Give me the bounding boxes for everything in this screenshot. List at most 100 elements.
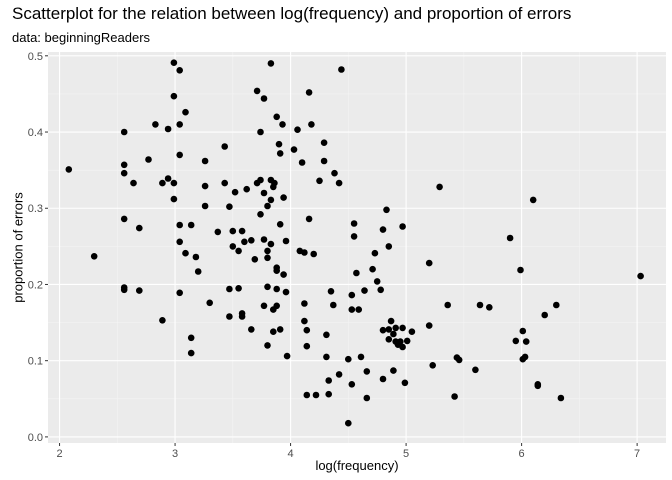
data-point — [130, 179, 137, 187]
data-point — [451, 393, 458, 400]
x-tick-label: 4 — [288, 448, 294, 460]
y-tick-label: 0.3 — [28, 203, 43, 215]
data-point — [176, 151, 183, 159]
data-point — [221, 179, 228, 187]
data-point — [517, 266, 524, 274]
data-point — [316, 177, 323, 185]
data-point — [486, 304, 493, 311]
data-point — [371, 249, 379, 257]
data-point — [267, 60, 275, 67]
data-point — [271, 179, 278, 187]
data-point — [521, 353, 529, 361]
data-point — [120, 161, 128, 169]
data-point — [120, 215, 128, 223]
data-point — [192, 253, 200, 261]
y-tick-label: 0.2 — [28, 279, 43, 291]
data-point — [301, 300, 308, 307]
data-point — [241, 238, 248, 246]
y-tick-label: 0.0 — [28, 432, 43, 444]
data-points — [65, 59, 644, 427]
x-tick-label: 2 — [56, 448, 62, 460]
data-point — [379, 226, 387, 233]
data-point — [235, 247, 242, 255]
data-point — [308, 121, 315, 128]
data-point — [273, 285, 281, 293]
data-point — [390, 330, 397, 338]
data-point — [280, 194, 287, 201]
data-point — [273, 267, 281, 275]
data-point — [512, 337, 520, 345]
data-point — [557, 394, 565, 402]
data-point — [264, 247, 271, 255]
data-point — [541, 311, 548, 319]
y-axis-label: proportion of errors — [11, 192, 26, 303]
data-point — [152, 121, 159, 128]
data-point — [170, 179, 178, 187]
data-point — [260, 95, 268, 102]
y-tick-label: 0.5 — [28, 51, 43, 63]
data-point — [170, 59, 178, 66]
data-point — [260, 189, 268, 197]
data-point — [373, 278, 381, 285]
data-point — [170, 195, 178, 203]
data-point — [327, 288, 335, 295]
data-point — [429, 362, 437, 369]
data-point — [182, 249, 189, 257]
chart-title: Scatterplot for the relation between log… — [12, 4, 572, 23]
data-point — [283, 352, 291, 360]
x-tick-label: 6 — [519, 448, 525, 460]
data-point — [90, 252, 98, 260]
y-axis-ticks: 0.0 0.1 0.2 0.3 0.4 0.5 — [28, 51, 48, 444]
data-point — [403, 337, 411, 345]
data-point — [335, 179, 343, 187]
data-point — [425, 259, 433, 267]
data-point — [229, 243, 237, 250]
data-point — [320, 157, 328, 165]
data-point — [164, 125, 172, 133]
data-point — [276, 326, 284, 333]
data-point — [176, 221, 183, 229]
data-point — [65, 166, 73, 173]
data-point — [164, 175, 172, 182]
data-point — [401, 379, 409, 387]
y-tick-label: 0.4 — [28, 127, 43, 139]
data-point — [338, 66, 345, 73]
data-point — [267, 240, 275, 248]
data-point — [290, 146, 298, 153]
data-point — [310, 250, 318, 258]
data-point — [303, 391, 311, 399]
data-point — [506, 234, 514, 242]
data-point — [264, 342, 271, 349]
data-point — [377, 286, 385, 294]
data-point — [238, 313, 246, 320]
data-point — [323, 331, 330, 339]
data-point — [455, 356, 463, 364]
data-point — [282, 237, 290, 245]
chart-subtitle: data: beginningReaders — [12, 30, 151, 45]
data-point — [301, 249, 308, 256]
data-point — [248, 326, 255, 333]
data-point — [522, 338, 530, 345]
data-point — [303, 342, 311, 350]
data-point — [260, 236, 268, 243]
data-point — [363, 368, 371, 375]
data-point — [260, 302, 268, 310]
data-point — [363, 394, 371, 402]
data-point — [176, 289, 183, 297]
data-point — [229, 227, 237, 235]
data-point — [187, 334, 195, 342]
data-point — [187, 221, 195, 229]
data-point — [267, 196, 275, 204]
data-point — [425, 322, 433, 329]
data-point — [331, 169, 338, 177]
data-point — [385, 336, 393, 343]
data-point — [257, 176, 264, 184]
data-point — [392, 324, 400, 332]
data-point — [379, 375, 387, 383]
x-axis-label: log(frequency) — [315, 458, 398, 473]
data-point — [276, 150, 284, 157]
data-point — [276, 221, 284, 228]
data-point — [298, 159, 306, 166]
data-point — [369, 265, 376, 273]
data-point — [301, 317, 308, 325]
